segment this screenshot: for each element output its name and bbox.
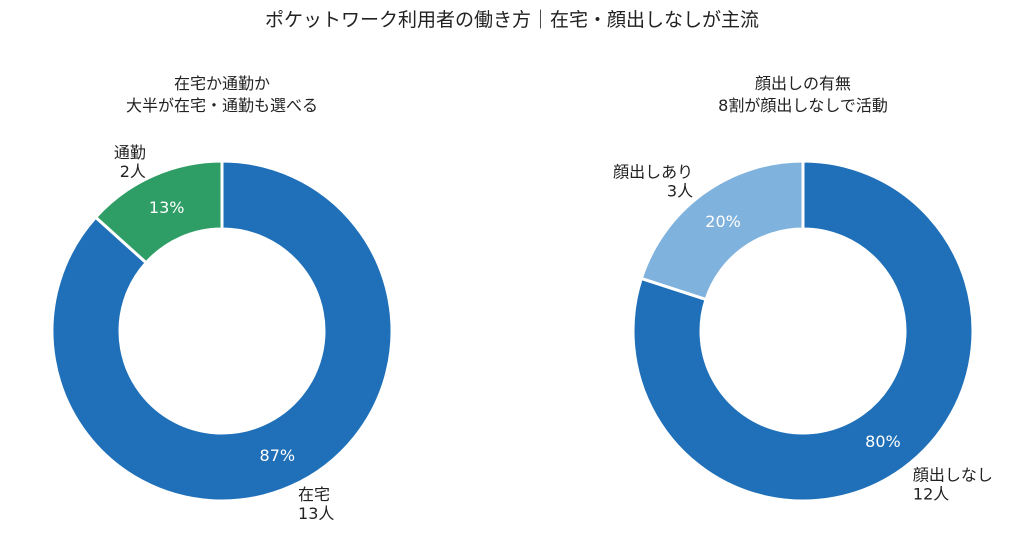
slice-percent-label: 87% xyxy=(260,446,296,465)
chart-suptitle: ポケットワーク利用者の働き方｜在宅・顔出しなしが主流 xyxy=(265,9,759,31)
chart-subtitle: 8割が顔出しなしで活動 xyxy=(718,96,888,115)
donut-slice-secondary xyxy=(639,159,805,301)
slice-name-label: 在宅 xyxy=(298,485,330,504)
slice-name-label: 顔出しなし xyxy=(913,465,993,484)
slice-count-label: 12人 xyxy=(913,484,949,503)
slice-count-label: 2人 xyxy=(120,162,146,181)
slice-percent-label: 80% xyxy=(865,432,901,451)
chart-subtitle: 大半が在宅・通勤も選べる xyxy=(126,96,318,115)
chart-title: 顔出しの有無 xyxy=(755,74,851,93)
donut-slice-primary xyxy=(631,159,975,503)
slices xyxy=(631,159,975,503)
slice-name-label: 顔出しあり xyxy=(613,163,693,182)
slice-count-label: 13人 xyxy=(298,504,334,523)
slices xyxy=(50,159,394,503)
donut-slice-primary xyxy=(50,159,394,503)
slice-name-label: 通勤 xyxy=(114,143,146,162)
slice-percent-label: 20% xyxy=(705,212,741,231)
donut-slice-secondary xyxy=(94,159,224,265)
slice-percent-label: 13% xyxy=(149,198,185,217)
slice-count-label: 3人 xyxy=(667,182,693,201)
chart-title: 在宅か通勤か xyxy=(174,74,270,93)
